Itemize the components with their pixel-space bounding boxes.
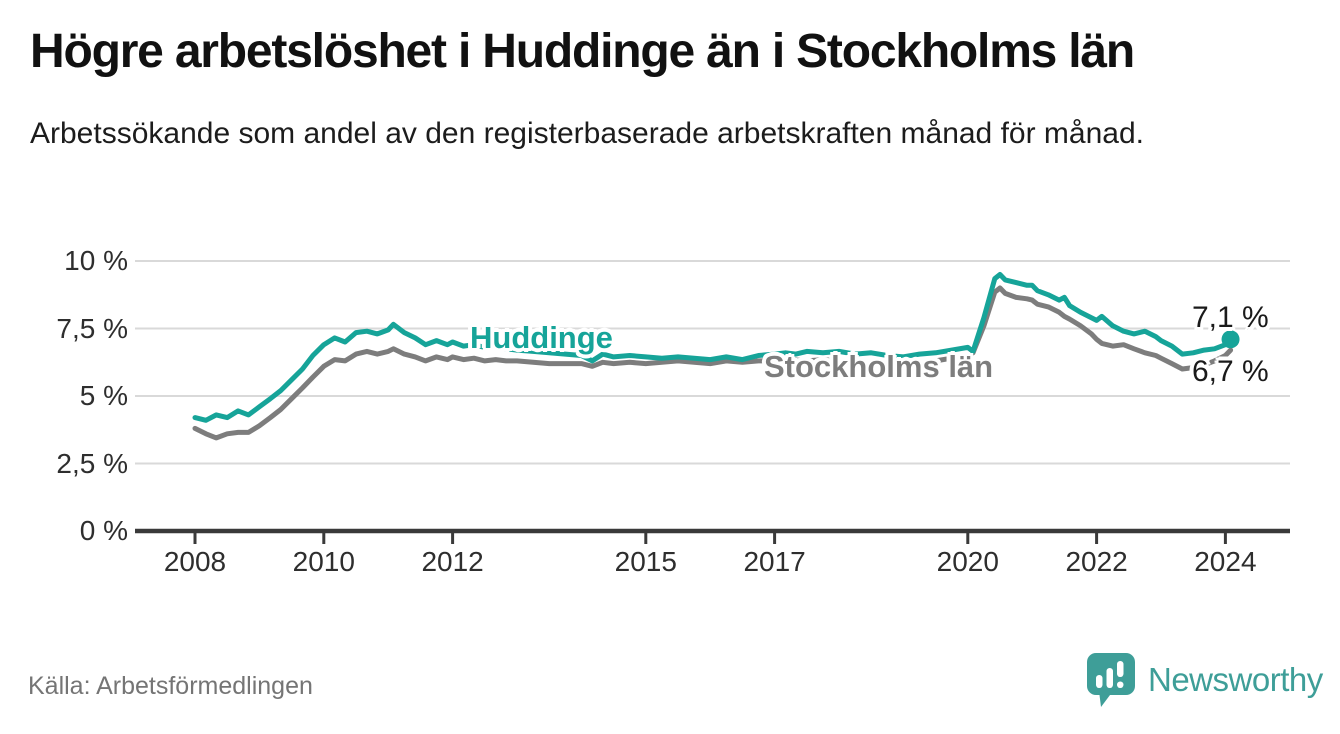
series-label-stockholms-lan: Stockholms län [764,349,994,384]
chart-subtitle: Arbetssökande som andel av den registerb… [30,117,1144,150]
x-tick-label: 2015 [614,546,677,577]
series-label-huddinge: Huddinge [470,320,613,355]
x-tick-label: 2017 [743,546,806,577]
y-tick-label: 0 % [79,515,128,546]
x-tick-label: 2010 [292,546,355,577]
y-tick-label: 5 % [79,380,128,411]
x-tick-label: 2008 [163,546,227,577]
end-value-label-stockholms-lan: 6,7 % [1192,355,1269,388]
newsworthy-wordmark: Newsworthy [1148,661,1323,698]
source-credit: Källa: Arbetsförmedlingen [28,672,313,700]
end-value-label-huddinge: 7,1 % [1192,301,1269,334]
y-tick-label: 10 % [64,245,128,276]
newsworthy-logo: Newsworthy [1086,652,1323,708]
y-tick-label: 7,5 % [56,312,128,344]
x-tick-label: 2020 [936,546,999,577]
series-end-dot [1221,330,1240,349]
x-tick-label: 2012 [421,546,484,577]
x-tick-label: 2024 [1194,546,1257,577]
x-tick-label: 2022 [1065,546,1128,577]
newsworthy-bubble-chart-icon [1086,652,1136,708]
series-line-huddinge [192,272,1234,423]
series-line-stockholms-l-n [192,285,1234,441]
page-title: Högre arbetslöshet i Huddinge än i Stock… [30,25,1135,78]
y-tick-label: 2,5 % [56,447,128,479]
